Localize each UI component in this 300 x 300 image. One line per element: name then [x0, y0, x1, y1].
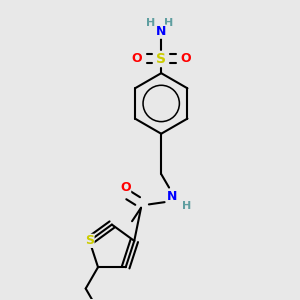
Text: H: H	[146, 18, 156, 28]
Text: O: O	[181, 52, 191, 65]
Text: H: H	[182, 200, 192, 211]
Text: O: O	[131, 52, 142, 65]
Text: S: S	[85, 234, 94, 248]
Text: N: N	[156, 25, 166, 38]
Text: N: N	[167, 190, 178, 203]
Text: S: S	[156, 52, 166, 66]
Text: O: O	[120, 181, 130, 194]
Text: H: H	[164, 18, 174, 28]
